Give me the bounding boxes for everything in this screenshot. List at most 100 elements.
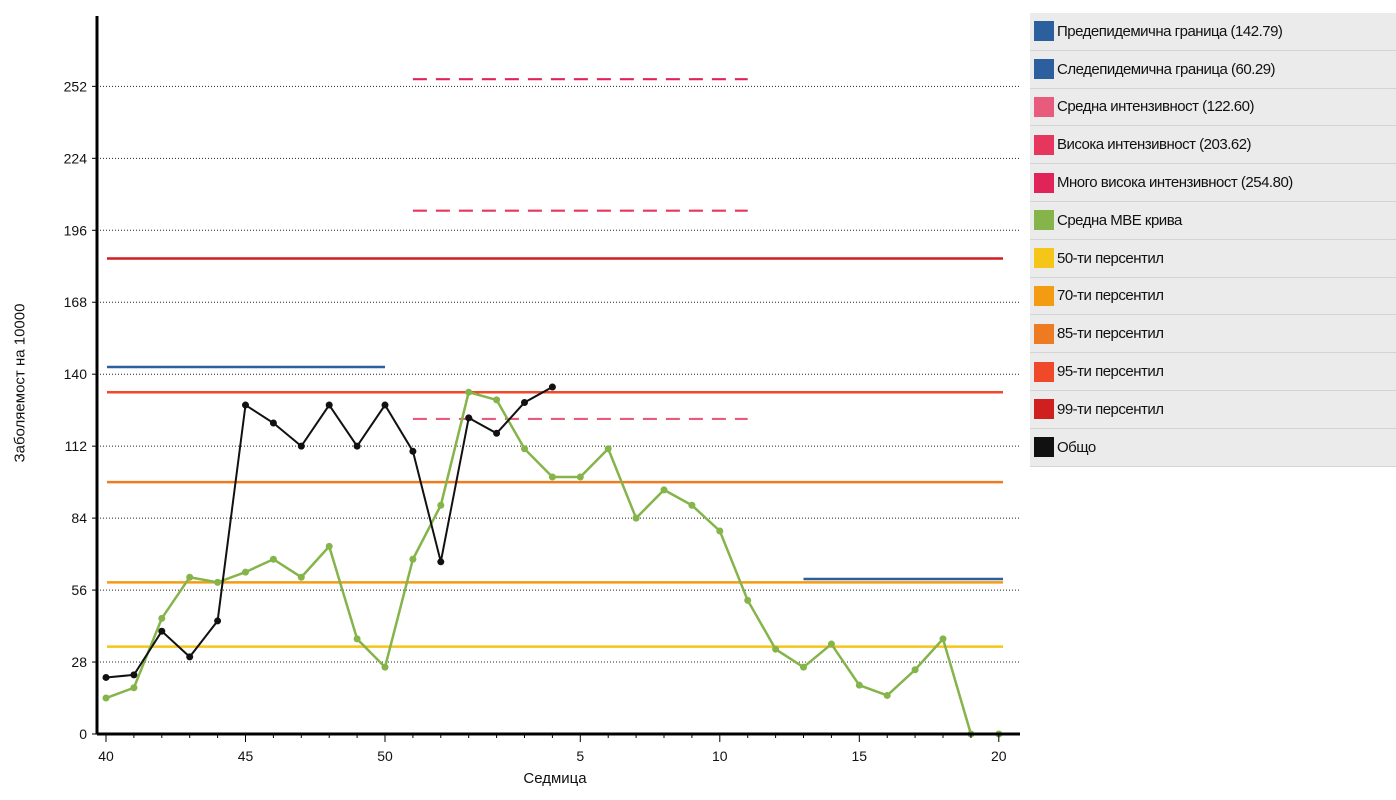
legend-swatch [1034, 96, 1054, 117]
legend-label: Висока интензивност (203.62) [1057, 136, 1252, 154]
y-tick-label: 196 [64, 222, 88, 238]
data-point [800, 663, 807, 671]
legend-swatch [1034, 172, 1054, 193]
legend-item: 50-ти персентил [1030, 239, 1396, 278]
data-point [465, 388, 473, 396]
legend-swatch [1034, 248, 1054, 269]
data-point [493, 396, 501, 404]
legend-label: 99-ти персентил [1057, 400, 1164, 418]
x-tick-label: 20 [991, 748, 1007, 764]
data-point [660, 486, 668, 494]
data-point [158, 627, 166, 635]
legend-swatch [1034, 134, 1054, 155]
data-point [604, 445, 612, 453]
series-line [105, 386, 553, 679]
legend-label: Средна интензивност (122.60) [1057, 98, 1254, 116]
data-point [437, 501, 445, 509]
legend-swatch [1034, 59, 1054, 80]
data-point [381, 663, 389, 671]
axes: 0 28 56 84 112 140 168 196 224 252 40 45 50 5 10 15 20 [64, 16, 1020, 764]
legend-swatch [1034, 399, 1054, 420]
x-tick-label: 45 [238, 748, 254, 764]
data-point [521, 445, 528, 453]
data-point [744, 596, 752, 604]
legend-label: Общо [1057, 438, 1096, 456]
data-point [437, 558, 445, 566]
data-point [269, 555, 277, 563]
data-point [521, 398, 528, 406]
data-point [548, 473, 556, 481]
data-point [269, 419, 277, 427]
data-point [827, 640, 835, 648]
legend-item: Средна МВЕ крива [1030, 201, 1396, 240]
data-point [381, 401, 389, 409]
legend-label: Следепидемична граница (60.29) [1057, 60, 1276, 78]
data-point [353, 635, 361, 643]
y-tick-label: 224 [64, 150, 88, 166]
data-point [102, 694, 110, 702]
data-point [130, 684, 138, 692]
data-point [297, 442, 305, 450]
data-point [409, 555, 417, 563]
y-tick-label: 0 [79, 726, 87, 742]
data-point [186, 573, 194, 581]
legend-item: 70-ти персентил [1030, 277, 1396, 316]
data-point [632, 514, 640, 522]
legend-item: Висока интензивност (203.62) [1030, 126, 1396, 165]
data-point [883, 691, 891, 699]
legend-item: Средна интензивност (122.60) [1030, 88, 1396, 127]
data-point [102, 673, 110, 681]
legend-item: Предепидемична граница (142.79) [1030, 13, 1396, 51]
legend-swatch [1034, 437, 1054, 458]
data-point [214, 578, 222, 586]
data-point [772, 645, 780, 653]
data-point [409, 447, 417, 455]
legend-label: Средна МВЕ крива [1057, 211, 1182, 229]
data-point [716, 527, 724, 535]
y-tick-label: 112 [65, 438, 88, 454]
x-tick-label: 40 [98, 748, 114, 764]
data-point [911, 666, 919, 674]
legend-label: Предепидемична граница (142.79) [1057, 22, 1283, 40]
data-series [102, 383, 1003, 738]
legend-swatch [1034, 21, 1054, 42]
y-tick-label: 56 [71, 582, 87, 598]
data-point [130, 671, 138, 679]
legend-item: 85-ти персентил [1030, 315, 1396, 354]
data-point [242, 401, 249, 409]
data-point [353, 442, 361, 450]
legend-swatch [1034, 361, 1054, 382]
x-axis-label: Седмица [523, 770, 587, 787]
data-point [688, 501, 696, 509]
y-axis-label: Заболяемост на 10000 [11, 303, 29, 463]
data-point [242, 568, 249, 576]
data-point [325, 401, 333, 409]
data-point [465, 414, 473, 422]
legend-swatch [1034, 285, 1054, 306]
legend-label: 50-ти персентил [1057, 249, 1164, 267]
x-tick-label: 50 [377, 748, 393, 764]
legend-item: 99-ти персентил [1030, 390, 1396, 429]
legend-item: Много висока интензивност (254.80) [1030, 164, 1396, 202]
data-point [548, 383, 556, 391]
data-point [939, 635, 947, 643]
legend-item: 95-ти персентил [1030, 353, 1396, 391]
legend: Предепидемична граница (142.79) Следепиде… [1030, 13, 1396, 467]
legend-label: 70-ти персентил [1057, 287, 1164, 305]
x-tick-label: 5 [576, 748, 584, 764]
data-point [158, 614, 166, 622]
data-point [576, 473, 584, 481]
data-point [855, 681, 863, 689]
data-point [297, 573, 305, 581]
reference-lines [107, 78, 1003, 648]
y-tick-label: 140 [64, 366, 88, 382]
legend-swatch [1034, 210, 1054, 231]
legend-swatch [1034, 323, 1054, 344]
data-point [493, 429, 501, 437]
x-tick-label: 10 [712, 748, 728, 764]
legend-label: 85-ти персентил [1057, 325, 1164, 343]
y-tick-label: 252 [64, 78, 88, 94]
data-point [214, 617, 222, 625]
y-tick-label: 84 [71, 510, 87, 526]
